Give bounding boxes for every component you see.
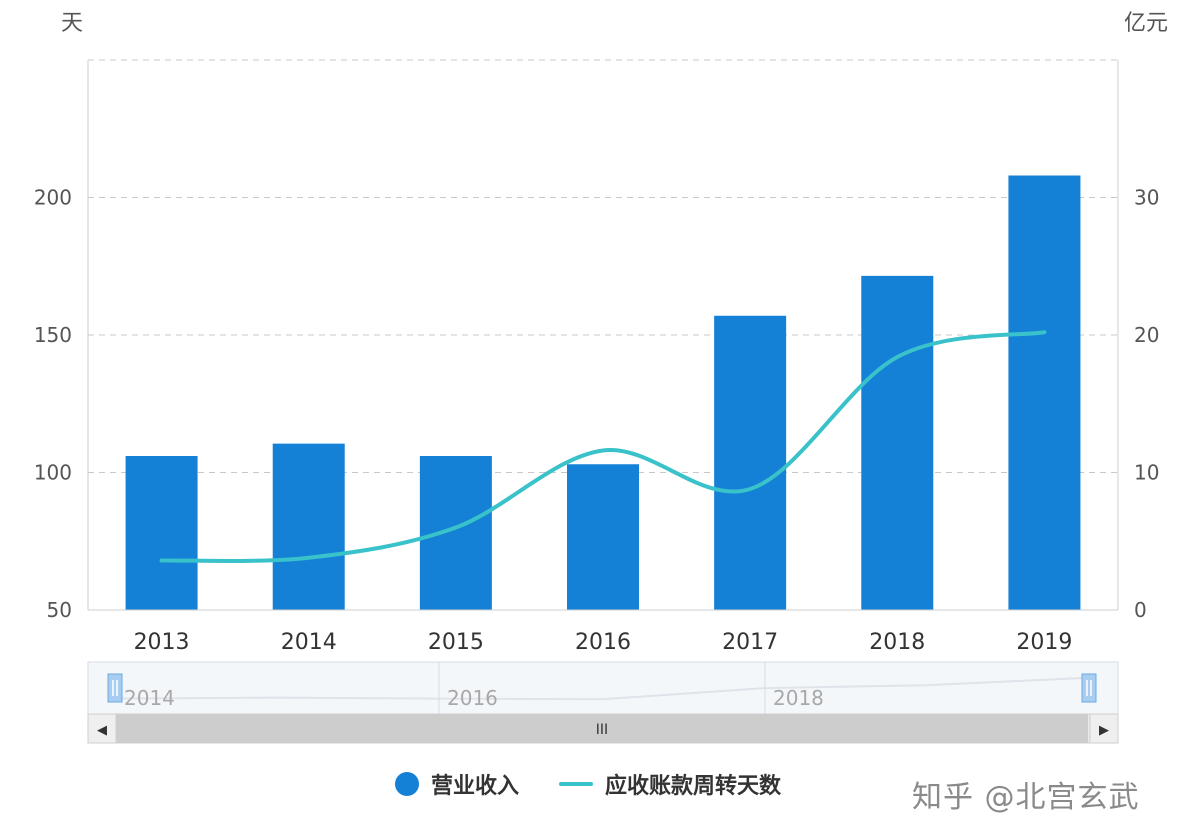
right-tick-label: 10 [1134,461,1159,485]
left-tick-label: 50 [47,598,72,622]
legend-item-turnover-days[interactable]: 应收账款周转天数 [559,768,781,800]
legend-label: 营业收入 [431,774,520,799]
scroll-left-button[interactable] [87,713,117,744]
axes: 50 100 150 200 0 10 20 30 2013 2014 2015 2016 2017 20… [34,60,1159,655]
x-tick-label: 2016 [575,630,631,655]
chevron-left-icon: ◀ [97,723,107,738]
slider-label: 2018 [773,686,824,710]
slider-preview-line [115,676,1089,701]
slider-label: 2014 [124,686,175,710]
left-tick-label: 100 [34,461,72,485]
bar-2018[interactable] [861,275,934,610]
slider-background [87,661,1119,715]
bar-2017[interactable] [714,315,787,610]
x-tick-label: 2017 [722,630,778,655]
left-tick-label: 150 [34,323,72,347]
legend-item-revenue[interactable]: 营业收入 [395,768,519,800]
bar-2016[interactable] [567,464,639,610]
zoom-slider[interactable]: 2014 2016 2018 III ◀ ▶ [87,661,1119,744]
line-marker-icon [559,782,594,786]
right-tick-label: 20 [1134,323,1159,347]
legend: 营业收入 应收账款周转天数 [395,768,781,800]
left-axis-unit: 天 [61,11,83,36]
bar-series [125,175,1081,611]
combo-chart: 50 100 150 200 0 10 20 30 2013 2014 2015 2016 2017 20… [34,11,1168,744]
circle-marker-icon [395,772,419,796]
slider-label: 2016 [447,686,498,710]
bar-2019[interactable] [1008,175,1081,611]
right-axis-unit: 亿元 [1124,11,1168,36]
x-tick-label: 2015 [428,630,484,655]
scrollbar-grip-icon: III [596,722,608,738]
right-tick-label: 0 [1134,598,1147,622]
right-tick-label: 30 [1134,186,1159,210]
x-tick-label: 2013 [134,630,190,655]
scrollbar-thumb[interactable] [116,714,1088,743]
line-series [159,330,1047,564]
chevron-right-icon: ▶ [1099,723,1109,738]
bar-2013[interactable] [125,456,198,610]
bar-2015[interactable] [419,456,492,610]
scroll-right-button[interactable] [1089,713,1119,744]
watermark: 知乎 @北宫玄武 [912,780,1140,815]
x-tick-label: 2014 [281,630,337,655]
grid-lines [88,59,1118,473]
x-tick-label: 2018 [869,630,925,655]
left-tick-label: 200 [34,186,72,210]
legend-label: 应收账款周转天数 [605,774,782,799]
slider-left-handle[interactable] [107,673,123,703]
bar-2014[interactable] [272,443,345,610]
slider-right-handle[interactable] [1081,673,1097,703]
x-tick-label: 2019 [1016,630,1072,655]
